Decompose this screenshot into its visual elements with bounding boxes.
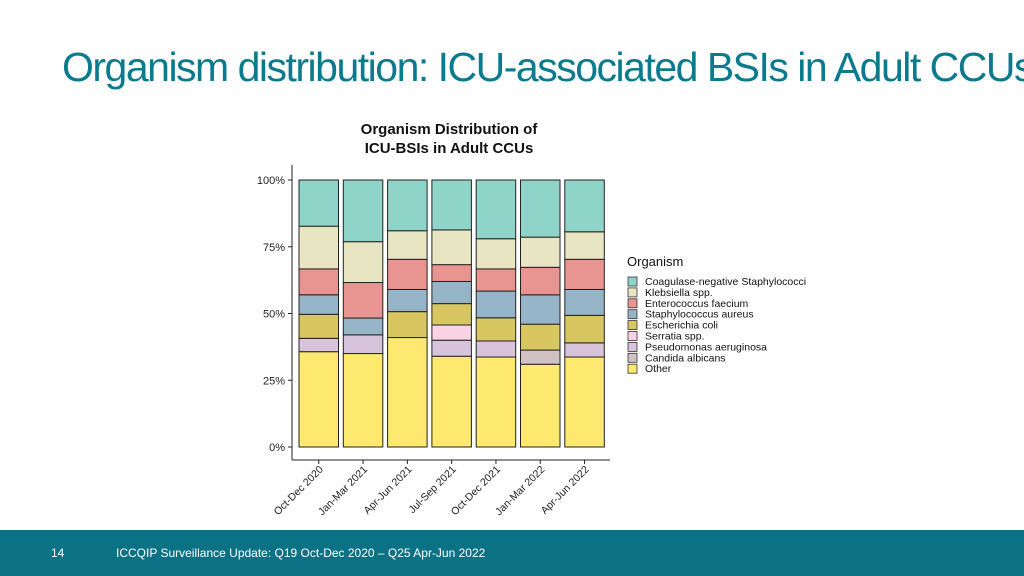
bar-segment	[387, 337, 428, 448]
legend-swatch	[627, 341, 638, 352]
bar-segment	[298, 225, 339, 270]
bar-segment	[431, 324, 472, 341]
legend-title: Organism	[627, 254, 683, 269]
bar-segment	[342, 353, 384, 448]
legend-label: Pseudomonas aeruginosa	[645, 341, 767, 353]
bar-segment	[475, 179, 517, 240]
y-tick-label: 0%	[269, 442, 285, 454]
y-tick-label: 25%	[263, 375, 285, 387]
legend-swatch	[627, 298, 638, 309]
bar-segment	[431, 264, 472, 282]
bar-segment	[298, 179, 339, 227]
bar-segment	[387, 288, 428, 313]
bar-segment	[342, 179, 384, 243]
bar-segment	[564, 258, 605, 290]
bar-segment	[520, 266, 561, 296]
legend-label: Other	[645, 363, 672, 375]
bar-segment	[342, 282, 384, 319]
bar-segment	[475, 356, 517, 448]
bar-segment	[298, 313, 339, 339]
bar-segment	[431, 339, 472, 357]
bar-segment	[431, 280, 472, 305]
bar-segment	[431, 303, 472, 326]
bar-segment	[475, 340, 517, 358]
bar-segment	[564, 356, 605, 448]
legend-swatch	[627, 352, 638, 363]
bar-segment	[475, 317, 517, 342]
bar-segment	[298, 294, 339, 315]
slide-title: Organism distribution: ICU-associated BS…	[62, 44, 1024, 90]
bar-segment	[342, 241, 384, 284]
bar-segment	[520, 349, 561, 365]
bar-segment	[520, 323, 561, 351]
page-number: 14	[51, 546, 65, 560]
legend-swatch	[627, 363, 638, 374]
bar-segment	[298, 268, 339, 296]
bar-segment	[564, 231, 605, 260]
legend-swatch	[627, 320, 638, 331]
chart-title-line: ICU-BSIs in Adult CCUs	[365, 140, 534, 157]
bar-segment	[520, 236, 561, 268]
bar-segment	[431, 229, 472, 266]
y-tick-label: 75%	[263, 242, 285, 254]
bar-segment	[387, 258, 428, 290]
bar-segment	[298, 351, 339, 448]
bar-segment	[475, 238, 517, 270]
bar-segment	[342, 317, 384, 336]
y-tick-label: 50%	[263, 309, 285, 321]
legend-label: Klebsiella spp.	[645, 287, 713, 299]
y-tick-label: 100%	[257, 175, 285, 187]
bar-segment	[387, 311, 428, 339]
bar-segment	[564, 342, 605, 358]
chart-title-line: Organism Distribution of	[361, 121, 539, 138]
bar-segment	[520, 294, 561, 325]
bar-segment	[520, 179, 561, 238]
bar-segment	[520, 363, 561, 448]
bar-segment	[387, 179, 428, 232]
bar-segment	[342, 334, 384, 355]
bar-segment	[387, 230, 428, 260]
organism-stacked-bar-chart: Organism Distribution of ICU-BSIs in Adul…	[257, 121, 806, 518]
bar-segment	[431, 179, 472, 231]
footer-text: ICCQIP Surveillance Update: Q19 Oct-Dec …	[116, 546, 486, 560]
bar-segment	[564, 314, 605, 344]
footer-bar: 14 ICCQIP Surveillance Update: Q19 Oct-D…	[0, 530, 1024, 576]
legend-swatch	[627, 287, 638, 298]
bar-segment	[475, 268, 517, 292]
legend-swatch	[627, 276, 638, 287]
legend-swatch	[627, 309, 638, 320]
legend-label: Candida albicans	[645, 352, 726, 364]
bar-segment	[298, 337, 339, 353]
bar-segment	[564, 179, 605, 233]
legend-label: Coagulase-negative Staphylococci	[645, 276, 806, 288]
legend-label: Enterococcus faecium	[645, 298, 749, 310]
legend-label: Staphylococcus aureus	[645, 309, 754, 321]
bar-segment	[564, 288, 605, 316]
bar-segment	[475, 290, 517, 319]
legend-swatch	[627, 331, 638, 341]
legend-label: Escherichia coli	[645, 320, 718, 332]
legend-label: Serratia spp.	[645, 331, 705, 343]
bar-segment	[431, 355, 472, 448]
